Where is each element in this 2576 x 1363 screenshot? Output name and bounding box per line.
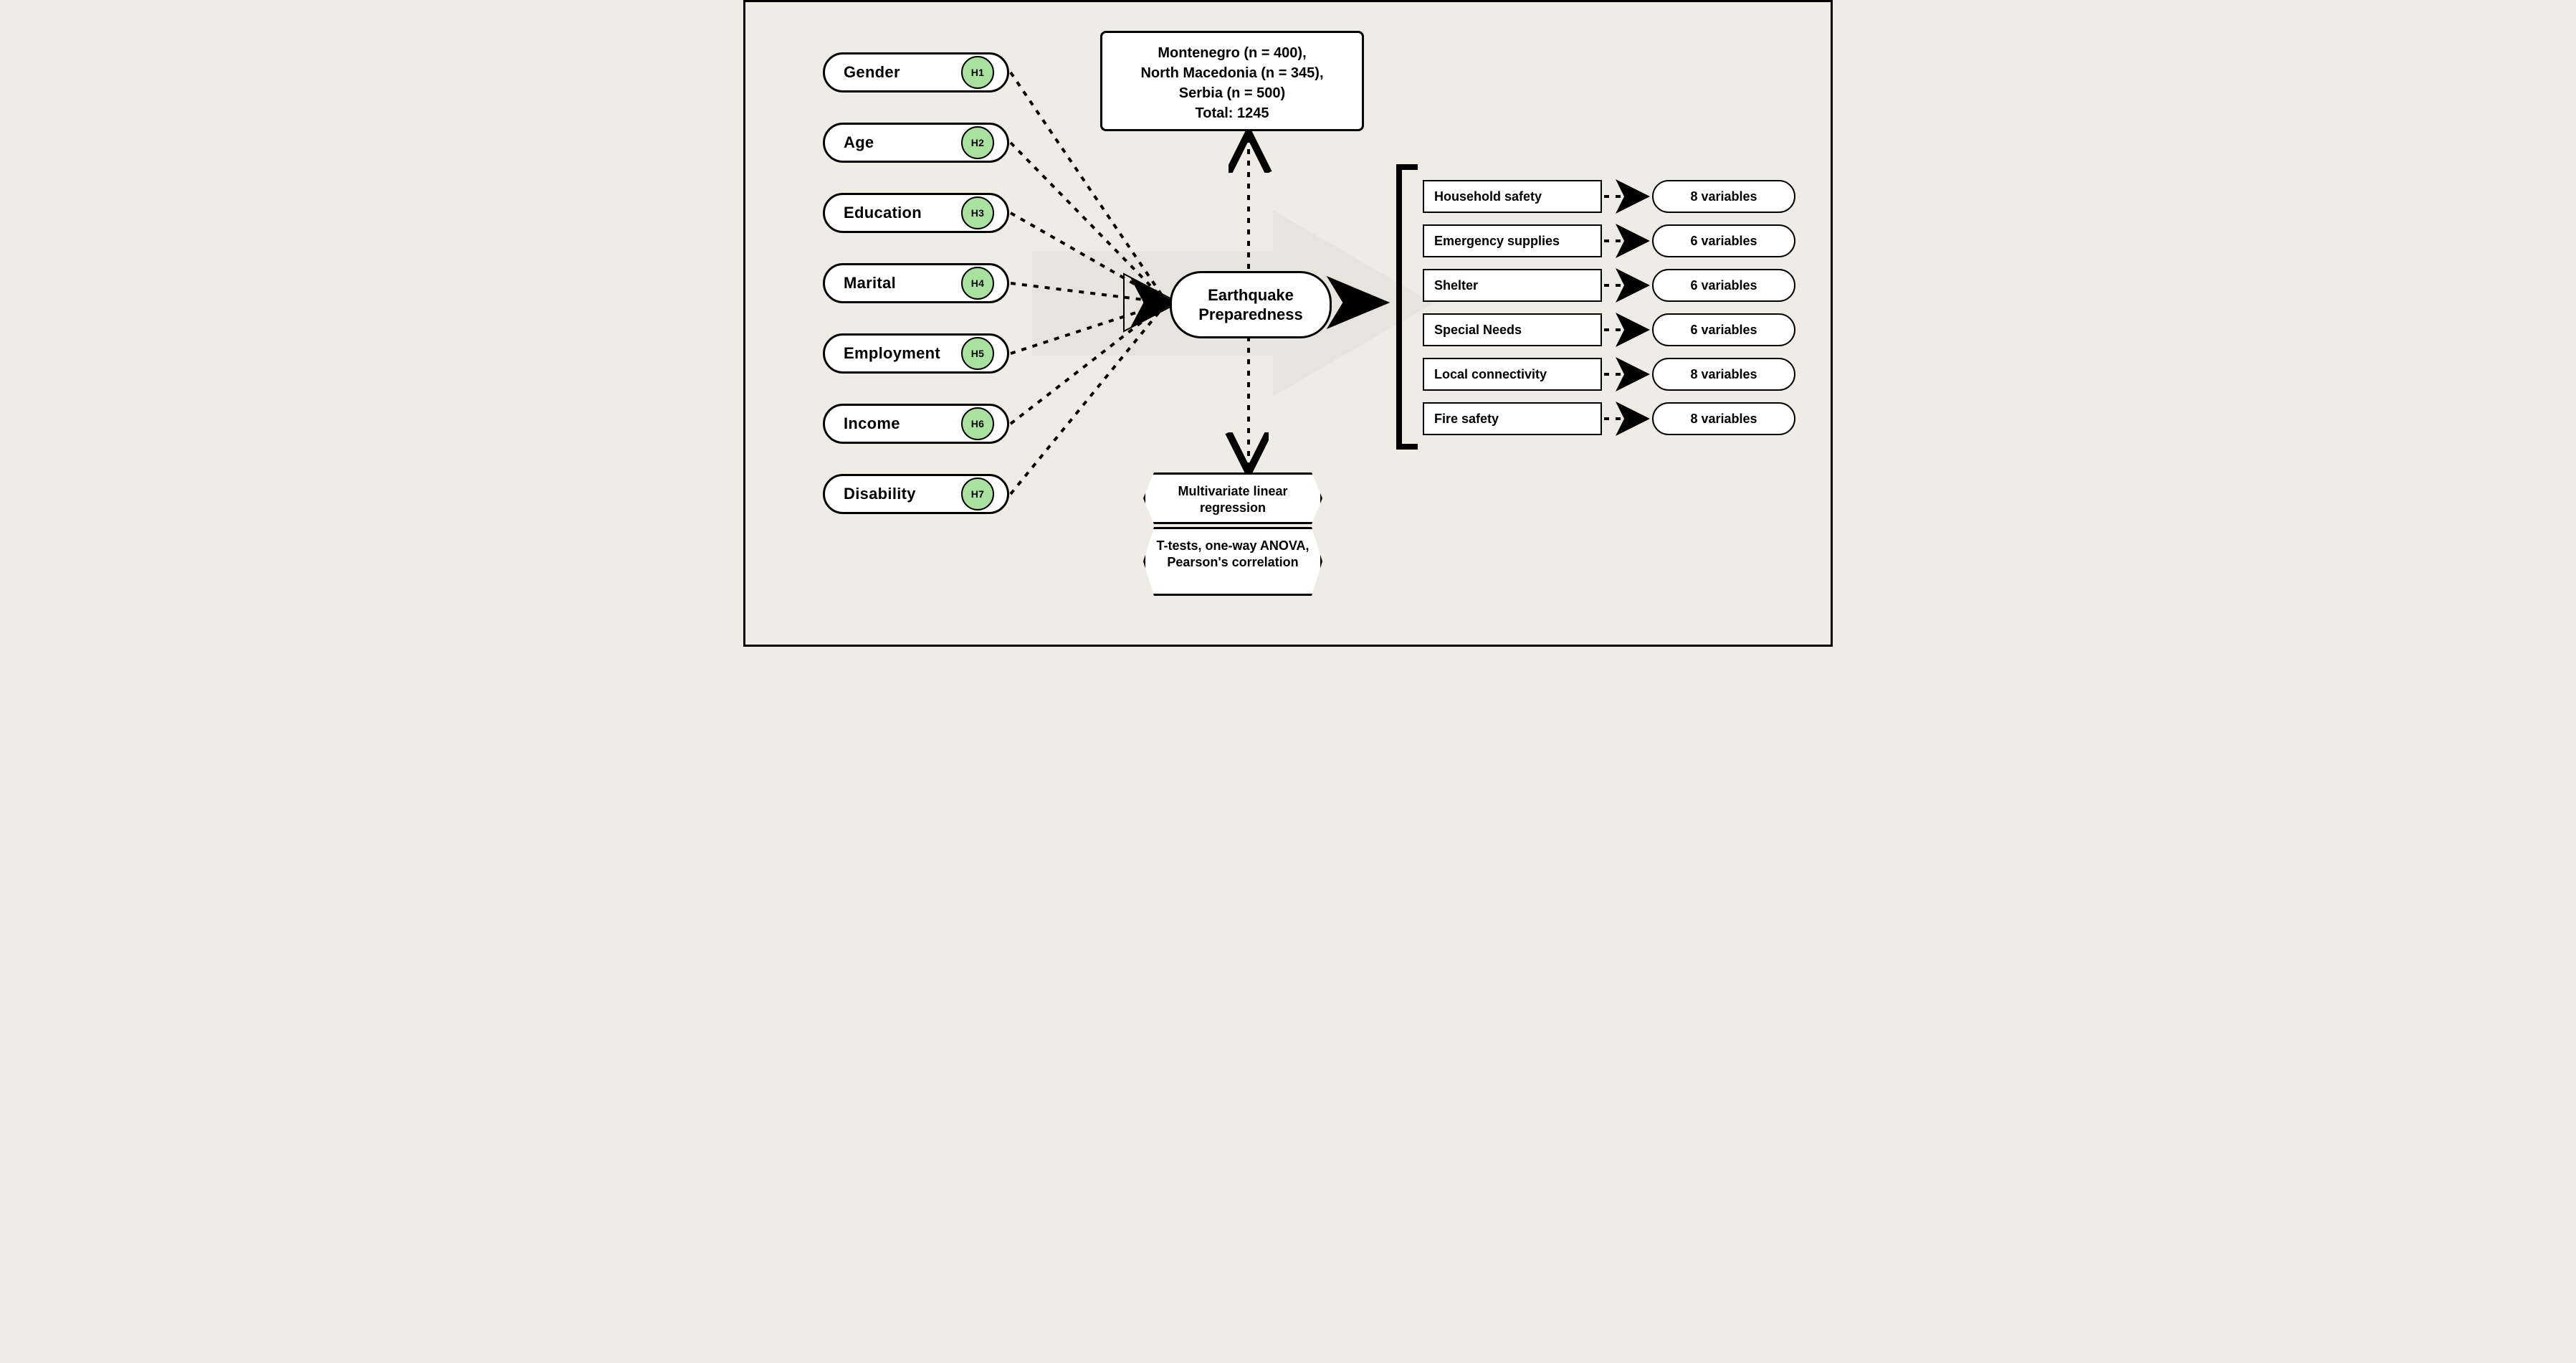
sample-line-3: Total: 1245 [1196, 105, 1269, 121]
factor-pill-marital: Marital H4 [823, 263, 1009, 303]
category-box: Household safety [1423, 180, 1602, 213]
hypothesis-badge: H5 [961, 337, 994, 370]
hypothesis-badge: H2 [961, 126, 994, 159]
variable-count-pill: 6 variables [1652, 269, 1795, 302]
diagram-canvas: Gender H1 Age H2 Education H3 Marital H4 Employm… [743, 0, 1833, 647]
variable-count-pill: 6 variables [1652, 224, 1795, 257]
factor-label: Gender [844, 63, 900, 82]
center-line2: Preparedness [1198, 305, 1303, 323]
factor-pill-income: Income H6 [823, 404, 1009, 444]
hypothesis-badge: H3 [961, 196, 994, 229]
sample-line-1: North Macedonia (n = 345), [1140, 65, 1323, 81]
hypothesis-badge: H1 [961, 56, 994, 89]
factor-label: Education [844, 204, 922, 222]
factor-label: Marital [844, 274, 896, 293]
factor-pill-gender: Gender H1 [823, 52, 1009, 92]
factor-pill-employment: Employment H5 [823, 333, 1009, 374]
method-text-1: T-tests, one-way ANOVA, Pearson's correl… [1156, 538, 1309, 569]
variable-count-pill: 8 variables [1652, 402, 1795, 435]
factor-pill-age: Age H2 [823, 123, 1009, 163]
category-box: Shelter [1423, 269, 1602, 302]
category-box: Special Needs [1423, 313, 1602, 346]
sample-line-2: Serbia (n = 500) [1179, 85, 1285, 101]
factor-label: Age [844, 133, 874, 152]
method-box-tests: T-tests, one-way ANOVA, Pearson's correl… [1143, 527, 1322, 596]
factor-label: Income [844, 414, 900, 433]
category-box: Fire safety [1423, 402, 1602, 435]
factor-pill-disability: Disability H7 [823, 474, 1009, 514]
variable-count-pill: 8 variables [1652, 180, 1795, 213]
center-node-earthquake-preparedness: Earthquake Preparedness [1170, 271, 1332, 338]
hypothesis-badge: H6 [961, 407, 994, 440]
method-text-0: Multivariate linear regression [1178, 484, 1287, 515]
factor-label: Disability [844, 485, 916, 503]
sample-size-box: Montenegro (n = 400), North Macedonia (n… [1100, 31, 1364, 131]
factor-label: Employment [844, 344, 940, 363]
category-box: Emergency supplies [1423, 224, 1602, 257]
hypothesis-badge: H7 [961, 478, 994, 510]
center-line1: Earthquake [1208, 286, 1294, 304]
factor-pill-education: Education H3 [823, 193, 1009, 233]
method-box-regression: Multivariate linear regression [1143, 472, 1322, 524]
category-box: Local connectivity [1423, 358, 1602, 391]
hypothesis-badge: H4 [961, 267, 994, 300]
variable-count-pill: 6 variables [1652, 313, 1795, 346]
sample-line-0: Montenegro (n = 400), [1158, 45, 1306, 61]
variable-count-pill: 8 variables [1652, 358, 1795, 391]
